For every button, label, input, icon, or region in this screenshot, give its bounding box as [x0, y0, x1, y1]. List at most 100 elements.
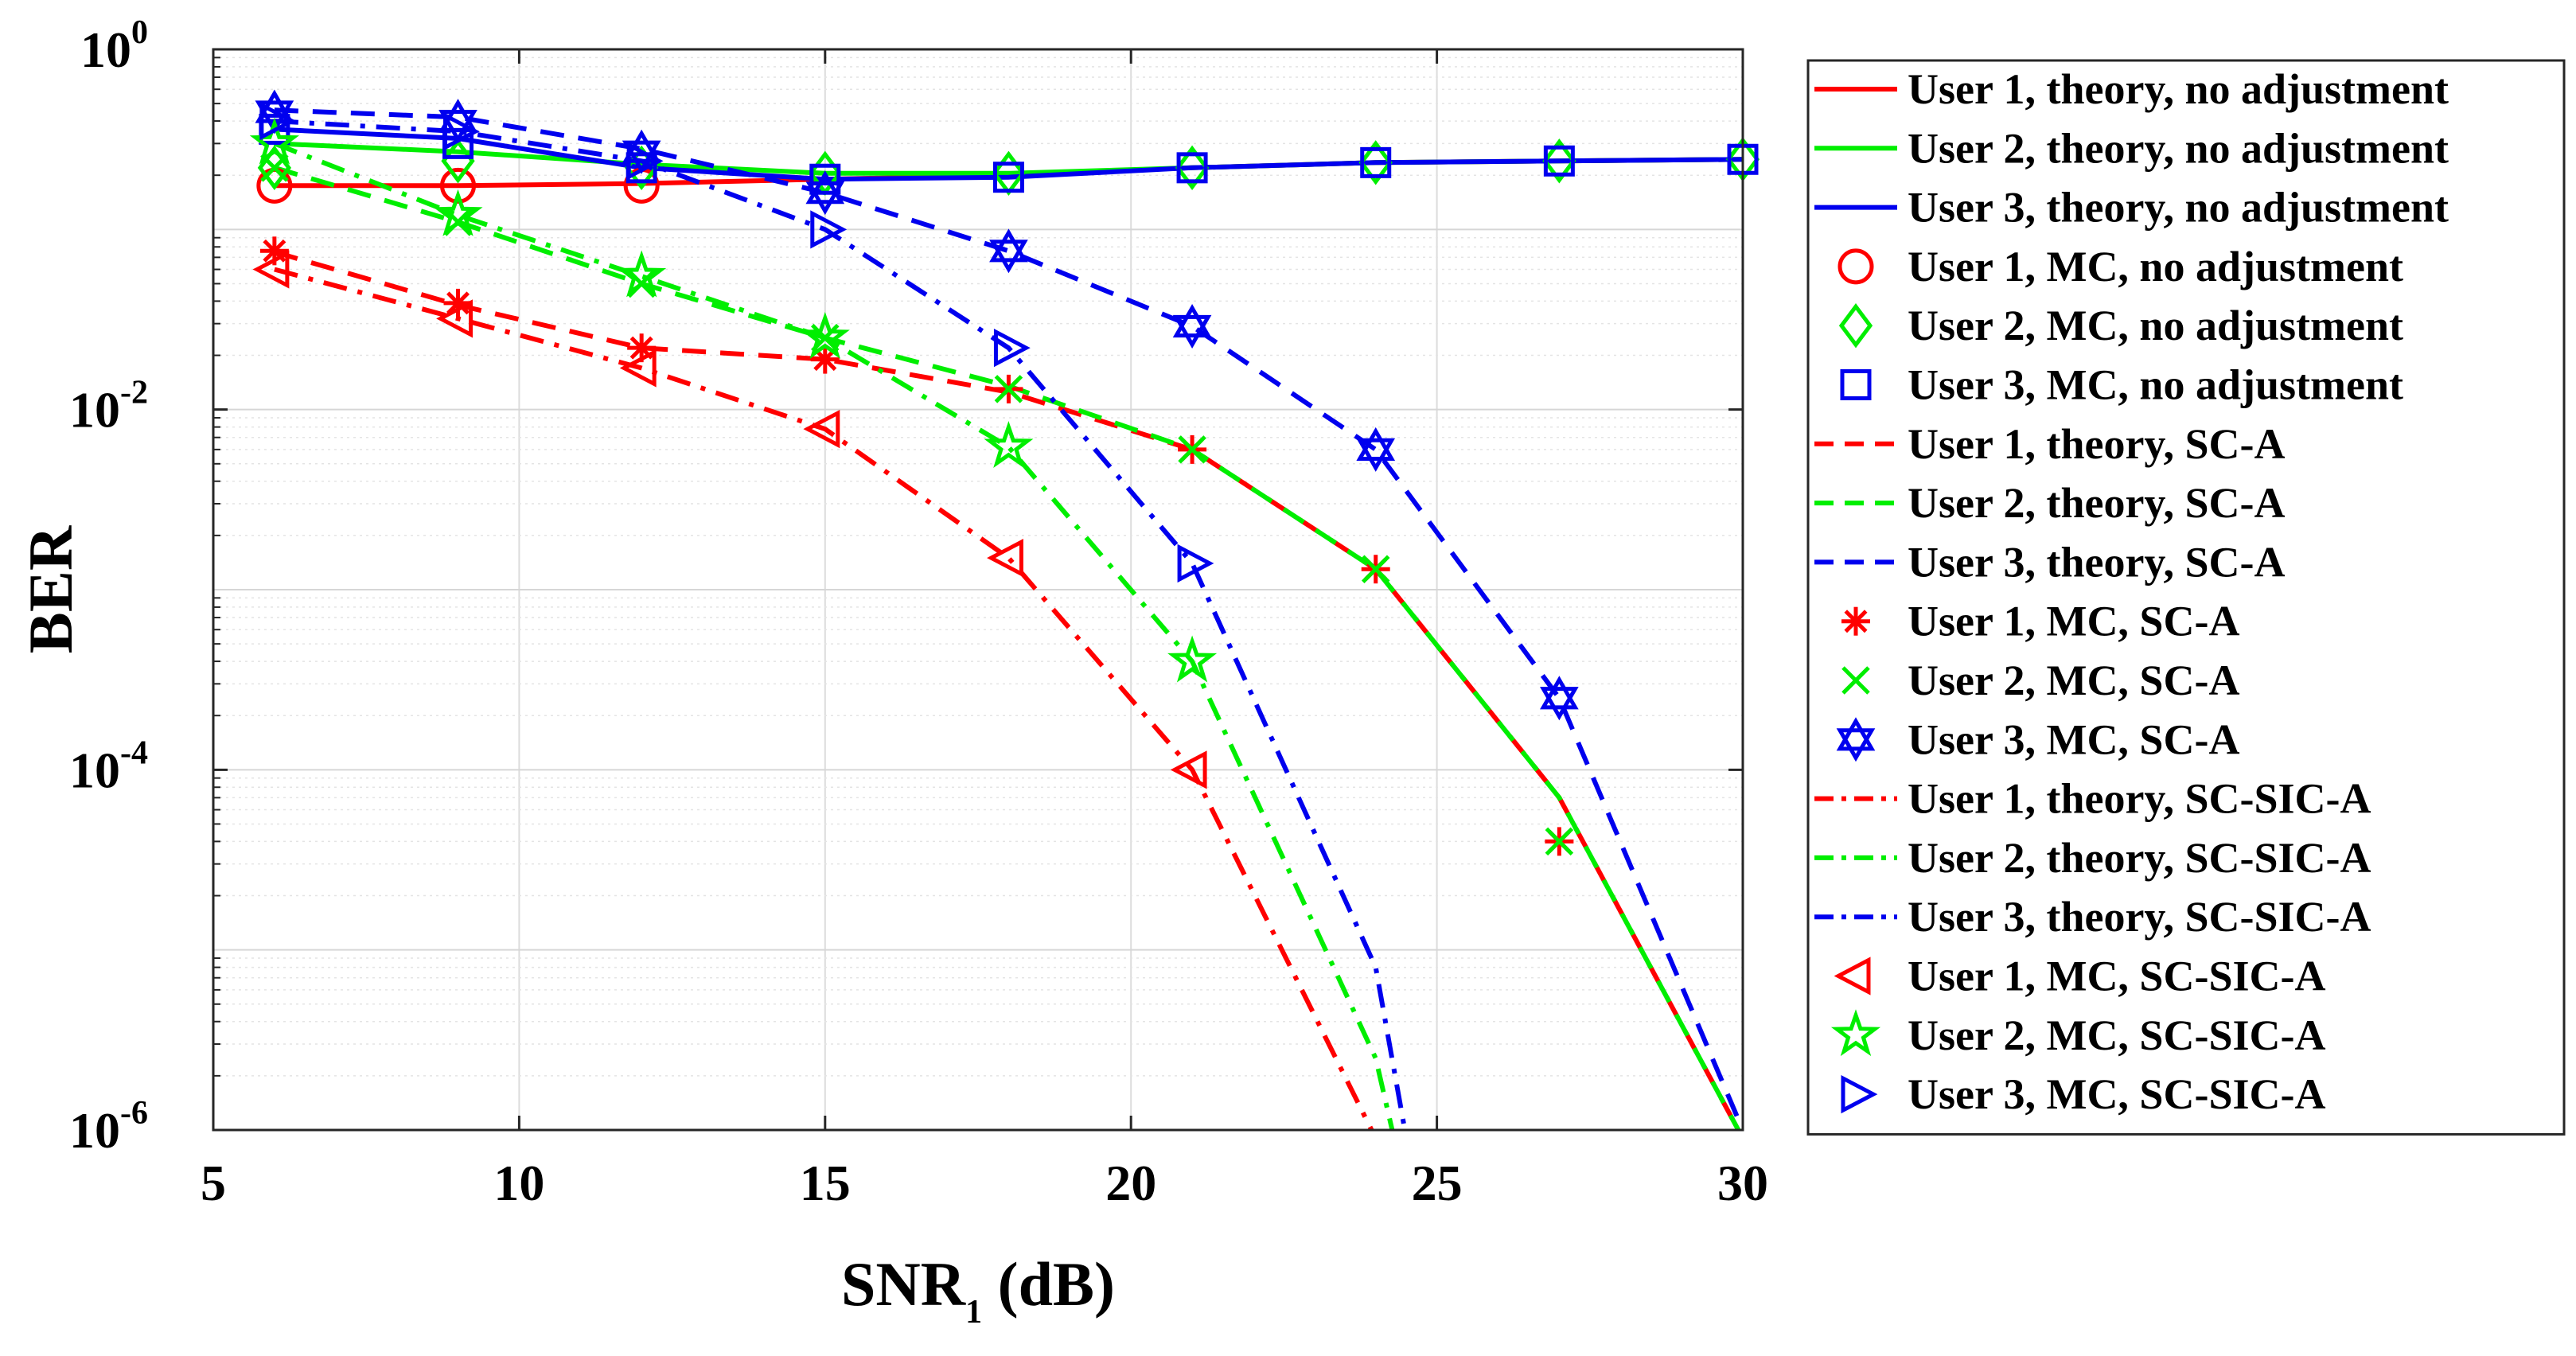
pentagram-marker: [800, 312, 850, 359]
circle-marker: [1837, 248, 1874, 285]
diamond-marker: [257, 145, 292, 190]
y-tick-label: 100: [80, 14, 148, 78]
legend-item: User 1, MC, SC-A: [1841, 598, 2239, 645]
x-tick-label: 15: [800, 1155, 851, 1211]
legend-label: User 3, MC, SC-SIC-A: [1908, 1070, 2325, 1118]
series-lines: [273, 107, 1743, 1130]
legend-item: User 1, theory, no adjustment: [1814, 65, 2449, 113]
legend-item: User 2, MC, no adjustment: [1838, 302, 2403, 349]
series-line-12: [274, 267, 1374, 1130]
legend-item: User 3, theory, SC-SIC-A: [1814, 893, 2371, 941]
legend-label: User 2, theory, SC-SIC-A: [1908, 834, 2371, 882]
legend-box: [1806, 59, 2566, 1136]
legend-label: User 1, MC, SC-SIC-A: [1908, 953, 2325, 1000]
series-line-2: [274, 127, 1743, 182]
pentagram-marker: [1167, 635, 1218, 683]
legend-label: User 2, theory, SC-A: [1908, 479, 2285, 527]
hexagram-marker: [1540, 676, 1579, 721]
diamond-marker: [1838, 303, 1873, 349]
triangle-left-marker: [1834, 957, 1871, 996]
hexagram-marker: [1356, 427, 1396, 472]
x-marker: [1545, 827, 1574, 856]
x-tick-label: 25: [1412, 1155, 1463, 1211]
legend-item: User 3, theory, SC-A: [1814, 538, 2285, 586]
series-line-6: [274, 249, 1741, 1130]
x-axis-label: SNR1 (dB): [841, 1249, 1115, 1331]
legend-label: User 3, theory, SC-SIC-A: [1908, 893, 2371, 941]
square-marker: [1543, 145, 1575, 177]
hexagram-marker: [989, 228, 1028, 274]
x-axis-label-subscript: 1: [965, 1294, 982, 1331]
legend-label: User 3, MC, no adjustment: [1908, 361, 2403, 409]
x-marker: [994, 375, 1023, 403]
legend-label: User 1, theory, SC-SIC-A: [1908, 775, 2371, 823]
triangle-left-marker: [987, 539, 1023, 578]
legend-item: User 1, theory, SC-A: [1814, 420, 2285, 468]
square-marker: [1840, 369, 1872, 400]
triangle-left-marker: [436, 299, 474, 338]
legend-label: User 1, theory, SC-A: [1908, 420, 2285, 468]
x-marker: [1841, 666, 1870, 695]
diamond-marker: [1358, 140, 1393, 185]
legend-item: User 3, theory, no adjustment: [1814, 184, 2449, 232]
axis-ticks: 5 10 15 20 25 30 100 10-2 10-4 10-6: [69, 14, 1768, 1211]
square-marker: [992, 162, 1024, 193]
x-tick-label: 10: [493, 1155, 544, 1211]
hexagram-marker: [1172, 304, 1212, 349]
square-marker: [1360, 146, 1392, 178]
legend-item: User 2, MC, SC-SIC-A: [1830, 1009, 2325, 1059]
legend-label: User 2, theory, no adjustment: [1908, 124, 2449, 172]
legend-item: User 2, theory, no adjustment: [1814, 124, 2449, 172]
legend-label: User 2, MC, SC-SIC-A: [1908, 1011, 2325, 1059]
series-markers: [249, 89, 1760, 856]
x-axis-label-main: SNR: [841, 1249, 967, 1319]
legend: User 1, theory, no adjustment User 2, the…: [1806, 59, 2566, 1136]
triangle-left-marker: [619, 349, 657, 388]
legend-item: User 2, theory, SC-A: [1814, 479, 2285, 527]
legend-item: User 1, MC, no adjustment: [1837, 243, 2403, 290]
pentagram-marker: [433, 189, 483, 236]
legend-label: User 1, MC, SC-A: [1908, 598, 2239, 645]
series-line-14: [274, 119, 1408, 1130]
hexagram-marker: [1836, 717, 1876, 762]
x-tick-label: 5: [201, 1155, 226, 1211]
series-line-13: [273, 141, 1395, 1130]
y-axis-label: BER: [16, 524, 85, 653]
x-tick-label: 30: [1717, 1155, 1768, 1211]
diamond-marker: [1175, 145, 1210, 190]
series-line-8: [274, 107, 1743, 1130]
legend-item: User 1, theory, SC-SIC-A: [1814, 775, 2371, 823]
legend-label: User 2, MC, no adjustment: [1908, 302, 2403, 349]
square-marker: [1176, 152, 1208, 184]
legend-item: User 3, MC, no adjustment: [1840, 361, 2403, 409]
legend-label: User 3, theory, no adjustment: [1908, 184, 2449, 232]
legend-item: User 3, MC, SC-SIC-A: [1841, 1070, 2325, 1118]
triangle-left-marker: [252, 250, 290, 289]
legend-label: User 3, theory, SC-A: [1908, 538, 2285, 586]
triangle-right-marker: [810, 210, 848, 249]
legend-label: User 1, MC, no adjustment: [1908, 243, 2403, 290]
diamond-marker: [441, 138, 475, 184]
square-marker: [809, 163, 841, 195]
pentagram-marker: [984, 421, 1034, 469]
diamond-marker: [1542, 138, 1576, 184]
triangle-right-marker: [1841, 1074, 1878, 1114]
legend-label: User 3, MC, SC-A: [1908, 715, 2239, 763]
triangle-left-marker: [803, 409, 840, 449]
pentagram-marker: [1830, 1009, 1881, 1057]
triangle-right-marker: [626, 142, 664, 181]
x-tick-label: 20: [1105, 1155, 1156, 1211]
y-tick-label: 10-4: [69, 734, 148, 798]
pentagram-marker: [617, 250, 667, 298]
legend-item: User 1, MC, SC-SIC-A: [1834, 953, 2325, 1000]
triangle-right-marker: [259, 101, 297, 141]
triangle-right-marker: [1177, 544, 1214, 583]
legend-item: User 2, theory, SC-SIC-A: [1814, 834, 2371, 882]
legend-label: User 2, MC, SC-A: [1908, 657, 2239, 704]
y-tick-label: 10-2: [69, 375, 148, 438]
legend-label: User 1, theory, no adjustment: [1908, 65, 2449, 113]
legend-item: User 3, MC, SC-A: [1836, 715, 2239, 763]
y-tick-label: 10-6: [69, 1095, 148, 1159]
triangle-left-marker: [1170, 750, 1207, 789]
